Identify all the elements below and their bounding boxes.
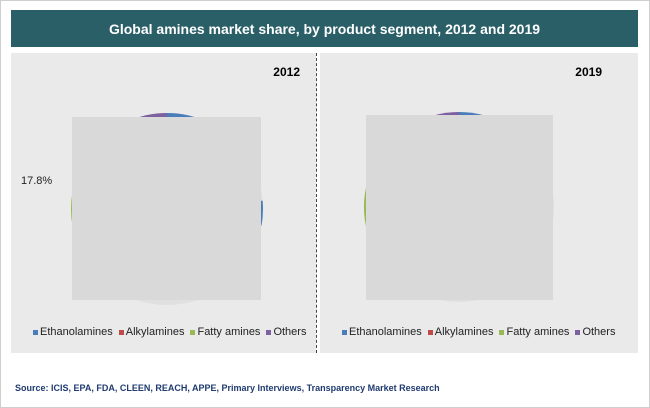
image-placeholder-2019 [366, 115, 553, 300]
legend-swatch [499, 329, 505, 335]
legend-label: Ethanolamines [349, 326, 422, 338]
legend-swatch [266, 329, 272, 335]
image-placeholder-2012 [72, 117, 261, 300]
legend-2019: Ethanolamines Alkylamines Fatty amines O… [342, 326, 615, 338]
legend-item-alkylamines: Alkylamines [427, 326, 494, 338]
legend-item-others: Others [575, 326, 615, 338]
legend-item-fatty-amines: Fatty amines [499, 326, 569, 338]
pie-title-2019: 2019 [575, 65, 602, 79]
legend-item-fatty-amines: Fatty amines [190, 326, 260, 338]
legend-item-ethanolamines: Ethanolamines [33, 326, 113, 338]
legend-item-others: Others [266, 326, 306, 338]
legend-label: Alkylamines [125, 326, 185, 338]
legend-swatch [190, 329, 196, 335]
pie-panel-2019: 2019 Ethanolamines Alkylamines Fatty ami… [320, 53, 638, 353]
panel-divider [316, 53, 317, 353]
chart-title: Global amines market share, by product s… [11, 10, 638, 47]
data-label-fatty-amines-2012: 17.8% [21, 175, 53, 187]
legend-label: Others [273, 326, 307, 338]
legend-swatch [118, 329, 124, 335]
legend-label: Ethanolamines [40, 326, 113, 338]
legend-2012: Ethanolamines Alkylamines Fatty amines O… [33, 326, 306, 338]
legend-swatch [33, 329, 38, 335]
legend-label: Others [582, 326, 616, 338]
legend-swatch [342, 329, 347, 335]
legend-label: Fatty amines [197, 326, 261, 338]
legend-item-ethanolamines: Ethanolamines [342, 326, 422, 338]
source-note: Source: ICIS, EPA, FDA, CLEEN, REACH, AP… [15, 383, 440, 393]
pie-panel-2012: 2012 17.8% Ethanolamines Alkylamines Fat… [11, 53, 316, 353]
legend-label: Fatty amines [506, 326, 570, 338]
pie-title-2012: 2012 [273, 65, 300, 79]
legend-swatch [427, 329, 433, 335]
legend-label: Alkylamines [434, 326, 494, 338]
legend-swatch [575, 329, 581, 335]
legend-item-alkylamines: Alkylamines [118, 326, 185, 338]
